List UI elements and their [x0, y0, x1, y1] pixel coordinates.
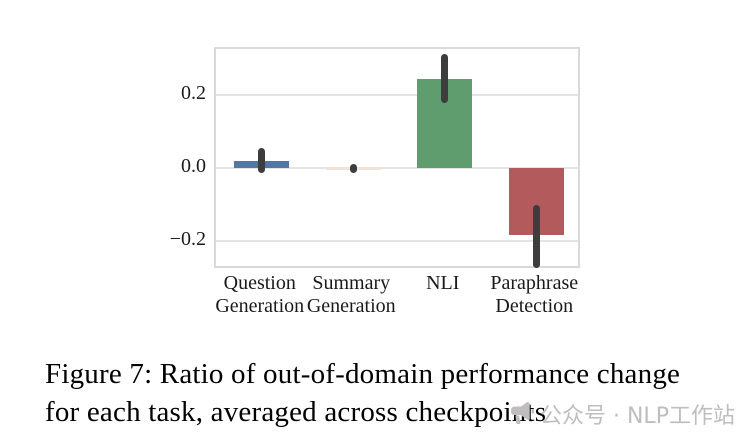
gridline [216, 94, 578, 97]
caption-line-1: Figure 7: Ratio of out-of-domain perform… [45, 358, 681, 390]
x-tick-label-question-generation: Question Generation [215, 272, 305, 317]
watermark-text: 公众号 · NLP工作站 [540, 404, 735, 429]
error-bar [532, 205, 540, 268]
x-tick-label-paraphrase-detection: Paraphrase Detection [490, 272, 579, 317]
megaphone-icon [506, 399, 536, 429]
caption-line-2: for each task, averaged across checkpoin… [45, 396, 547, 428]
plot-area [214, 47, 580, 268]
gridline [216, 167, 578, 170]
error-bar [349, 163, 357, 173]
x-tick-label-nli: NLI [426, 272, 460, 294]
figure-caption: Figure 7: Ratio of out-of-domain perform… [45, 355, 680, 431]
watermark: 公众号 · NLP工作站 [506, 398, 735, 430]
y-tick-label: 0.2 [181, 82, 206, 105]
x-tick-label-summary-generation: Summary Generation [306, 272, 396, 317]
y-tick-label: 0.0 [181, 155, 206, 178]
y-tick-label: −0.2 [169, 227, 206, 250]
gridline [216, 239, 578, 242]
error-bar [258, 148, 266, 174]
error-bar [441, 53, 449, 104]
